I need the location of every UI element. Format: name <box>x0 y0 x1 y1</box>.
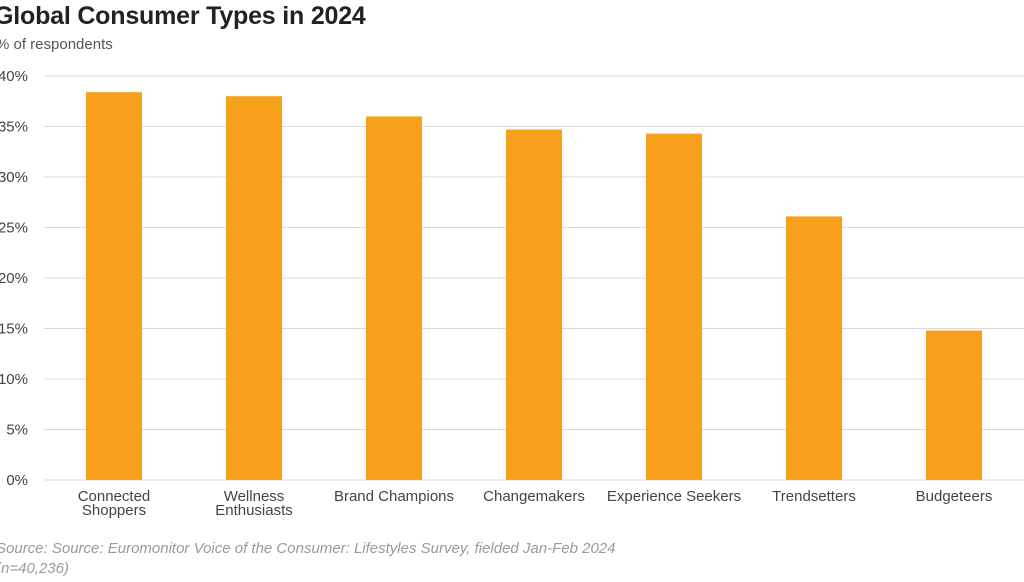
source-sample-size: (n=40,236) <box>0 560 69 577</box>
x-category-label: Wellness Enthusiasts <box>215 488 293 519</box>
x-category-label: Connected Shoppers <box>78 488 151 519</box>
bar <box>926 330 982 480</box>
x-axis-categories: Connected Shoppers Wellness Enthusiasts Bran… <box>78 488 993 519</box>
y-axis-ticks: 0% 5% 10% 15% 20% 25% 30% 35% 40% <box>0 68 28 489</box>
bar <box>786 216 842 480</box>
x-category-label: Budgeteers <box>916 488 993 505</box>
y-tick-label: 15% <box>0 321 28 338</box>
bar <box>226 96 282 480</box>
y-tick-label: 10% <box>0 371 28 388</box>
bar <box>366 116 422 481</box>
bar <box>506 129 562 480</box>
source-note: Source: Source: Euromonitor Voice of the… <box>0 539 615 579</box>
x-category-label: Trendsetters <box>772 488 856 505</box>
x-category-label: Brand Champions <box>334 488 454 505</box>
y-tick-label: 5% <box>6 422 28 439</box>
y-tick-label: 35% <box>0 119 28 136</box>
y-tick-label: 20% <box>0 270 28 287</box>
bar <box>646 133 702 480</box>
chart-subtitle: % of respondents <box>0 36 113 53</box>
x-category-label: Changemakers <box>483 488 585 505</box>
x-category-label: Experience Seekers <box>607 488 741 505</box>
bars <box>86 92 982 481</box>
y-tick-label: 40% <box>0 68 28 85</box>
bar <box>86 92 142 480</box>
y-tick-label: 30% <box>0 169 28 186</box>
source-line: Source: Source: Euromonitor Voice of the… <box>0 540 616 557</box>
chart-title: Global Consumer Types in 2024 <box>0 2 366 30</box>
y-tick-label: 25% <box>0 220 28 237</box>
y-tick-label: 0% <box>6 472 28 489</box>
